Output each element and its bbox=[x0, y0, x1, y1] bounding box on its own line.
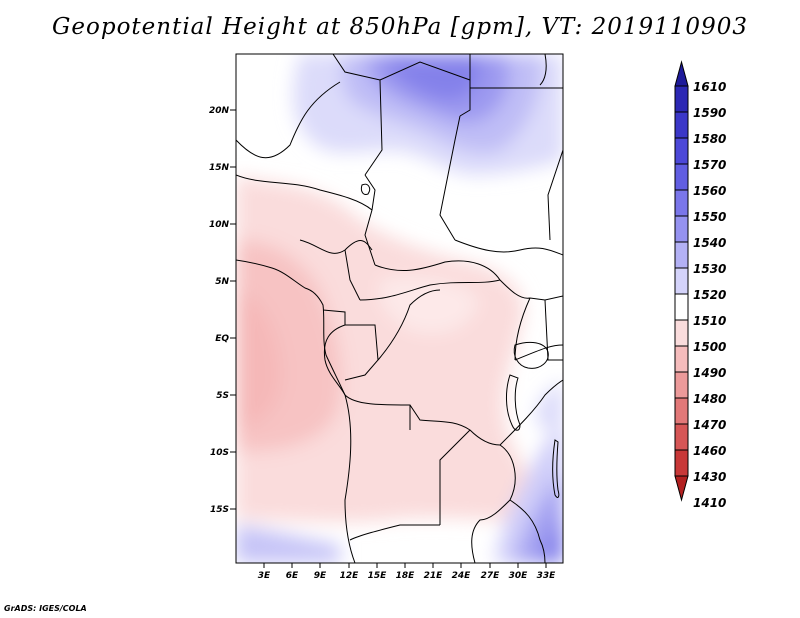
lat-label: 20N bbox=[209, 106, 230, 116]
lat-label: 5N bbox=[215, 277, 229, 287]
lat-label: 5S bbox=[216, 391, 229, 401]
lon-label: 18E bbox=[396, 571, 416, 581]
lon-label: 6E bbox=[286, 571, 299, 581]
lon-label: 3E bbox=[258, 571, 271, 581]
colorbar-label: 1480 bbox=[693, 392, 726, 406]
colorbar-label: 1470 bbox=[693, 418, 726, 432]
colorbar-segment bbox=[674, 345, 689, 373]
lon-label: 27E bbox=[481, 571, 501, 581]
lat-label: 15S bbox=[210, 505, 229, 515]
colorbar-label: 1520 bbox=[693, 288, 726, 302]
colorbar-segment bbox=[674, 423, 689, 451]
lat-label: 10S bbox=[210, 448, 229, 458]
colorbar-segment bbox=[674, 85, 689, 113]
colorbar-top-arrow bbox=[674, 60, 689, 87]
colorbar-label: 1410 bbox=[693, 496, 726, 510]
lon-label: 15E bbox=[368, 571, 388, 581]
colorbar-bottom-arrow bbox=[674, 475, 689, 502]
colorbar-label: 1430 bbox=[693, 470, 726, 484]
chart-title: Geopotential Height at 850hPa [gpm], VT:… bbox=[52, 14, 748, 40]
colorbar: 1610 1590 1580 1570 1560 1550 1540 1530 1520 1510… bbox=[674, 60, 726, 510]
colorbar-segment bbox=[674, 267, 689, 295]
colorbar-segment bbox=[674, 241, 689, 269]
colorbar-segment bbox=[674, 449, 689, 477]
latitude-axis: 20N 15N 10N 5N EQ 5S 10S 15S bbox=[209, 106, 236, 515]
colorbar-label: 1550 bbox=[693, 210, 726, 224]
lon-label: 21E bbox=[424, 571, 444, 581]
lat-label: EQ bbox=[215, 334, 229, 344]
country-borders bbox=[236, 54, 563, 563]
lon-label: 30E bbox=[509, 571, 529, 581]
colorbar-label: 1500 bbox=[693, 340, 726, 354]
colorbar-label: 1510 bbox=[693, 314, 726, 328]
map-frame bbox=[235, 53, 564, 564]
lon-label: 24E bbox=[452, 571, 472, 581]
lat-label: 15N bbox=[209, 163, 230, 173]
colorbar-label: 1530 bbox=[693, 262, 726, 276]
colorbar-label: 1570 bbox=[693, 158, 726, 172]
colorbar-label: 1460 bbox=[693, 444, 726, 458]
colorbar-label: 1560 bbox=[693, 184, 726, 198]
height-field bbox=[236, 54, 563, 563]
colorbar-segment bbox=[674, 137, 689, 165]
colorbar-label: 1610 bbox=[693, 80, 726, 94]
colorbar-label: 1490 bbox=[693, 366, 726, 380]
lat-label: 10N bbox=[209, 220, 230, 230]
colorbar-label: 1590 bbox=[693, 106, 726, 120]
colorbar-segment bbox=[674, 111, 689, 139]
colorbar-segment bbox=[674, 319, 689, 347]
colorbar-segment bbox=[674, 397, 689, 425]
grads-credit: GrADS: IGES/COLA bbox=[4, 604, 87, 613]
lon-label: 9E bbox=[314, 571, 327, 581]
colorbar-segment bbox=[674, 293, 689, 321]
colorbar-label: 1540 bbox=[693, 236, 726, 250]
colorbar-segment bbox=[674, 163, 689, 191]
colorbar-segment bbox=[674, 189, 689, 217]
longitude-axis: 3E 6E 9E 12E 15E 18E 21E 24E 27E 30E 33E bbox=[258, 563, 556, 581]
lon-label: 12E bbox=[340, 571, 360, 581]
colorbar-segment bbox=[674, 215, 689, 243]
colorbar-label: 1580 bbox=[693, 132, 726, 146]
colorbar-segment bbox=[674, 371, 689, 399]
lon-label: 33E bbox=[537, 571, 557, 581]
